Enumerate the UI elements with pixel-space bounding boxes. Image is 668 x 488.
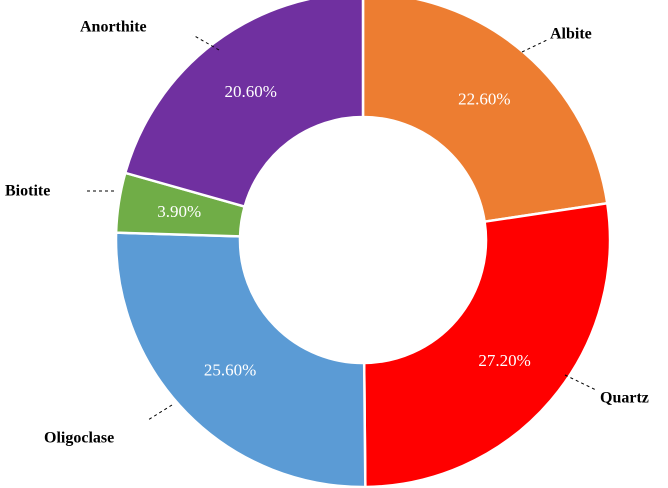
category-label-biotite: Biotite [5, 183, 50, 200]
slice-quartz [362, 201, 612, 488]
slice-albite [361, 0, 609, 224]
value-label-anorthite: 20.60% [225, 82, 277, 101]
value-label-oligoclase: 25.60% [204, 361, 256, 380]
leader-line-oligoclase [147, 404, 173, 421]
leader-line-anorthite [192, 34, 220, 51]
leader-line-albite [521, 39, 548, 53]
category-label-anorthite: Anorthite [80, 19, 147, 36]
value-label-quartz: 27.20% [478, 351, 530, 370]
slice-anorthite [123, 0, 365, 209]
category-label-quartz: Quartz [600, 390, 649, 407]
category-label-group: Albite Quartz Oligoclase Biotite Anorthite [5, 19, 649, 447]
slice-oligoclase [114, 231, 367, 488]
value-label-group: 22.60% 27.20% 25.60% 3.90% 20.60% [157, 82, 531, 379]
value-label-albite: 22.60% [458, 90, 510, 109]
slice-group [114, 0, 612, 488]
category-label-oligoclase: Oligoclase [44, 430, 114, 447]
value-label-biotite: 3.90% [157, 202, 201, 221]
category-label-albite: Albite [550, 26, 592, 43]
leader-line-group [84, 34, 597, 421]
